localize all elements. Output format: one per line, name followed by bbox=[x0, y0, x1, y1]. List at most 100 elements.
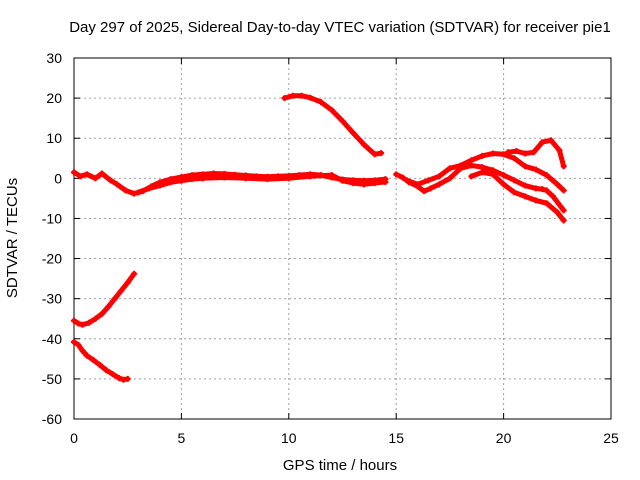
data-point bbox=[103, 367, 110, 374]
data-point bbox=[90, 357, 97, 364]
data-point bbox=[560, 163, 567, 170]
y-tick-label: -30 bbox=[42, 291, 62, 307]
data-point bbox=[178, 177, 185, 184]
data-point bbox=[543, 187, 550, 194]
data-point bbox=[242, 175, 249, 182]
data-point bbox=[86, 319, 93, 326]
y-tick-labels: -60 -50 -40 -30 -20 -10 0 10 20 30 bbox=[42, 50, 62, 427]
data-point bbox=[399, 174, 406, 181]
x-axis-label: GPS time / hours bbox=[283, 457, 397, 474]
data-point bbox=[146, 185, 153, 192]
data-point bbox=[96, 361, 103, 368]
data-point bbox=[446, 165, 453, 172]
data-point bbox=[446, 175, 453, 182]
data-point bbox=[328, 107, 335, 114]
data-point bbox=[547, 137, 554, 144]
y-tick-label: 10 bbox=[46, 130, 62, 146]
data-point bbox=[307, 173, 314, 180]
data-point bbox=[122, 187, 129, 194]
data-point bbox=[124, 375, 131, 382]
data-point bbox=[318, 99, 325, 106]
data-point bbox=[199, 175, 206, 182]
data-point bbox=[532, 197, 539, 204]
data-point bbox=[156, 182, 163, 189]
data-point bbox=[539, 139, 546, 146]
x-tick-label: 25 bbox=[603, 430, 619, 446]
data-point bbox=[511, 189, 518, 196]
data-point bbox=[421, 188, 428, 195]
data-point bbox=[414, 181, 421, 188]
data-point bbox=[83, 352, 90, 359]
y-tick-label: 0 bbox=[54, 170, 62, 186]
data-point bbox=[350, 180, 357, 187]
data-point bbox=[479, 152, 486, 159]
data-point bbox=[264, 176, 271, 183]
data-point bbox=[281, 95, 288, 102]
data-point bbox=[554, 181, 561, 188]
data-point bbox=[543, 172, 550, 179]
data-point bbox=[457, 162, 464, 169]
data-point bbox=[83, 171, 90, 178]
data-point bbox=[75, 341, 82, 348]
x-tick-label: 20 bbox=[496, 430, 512, 446]
data-point bbox=[530, 149, 537, 156]
data-point bbox=[522, 193, 529, 200]
data-point bbox=[285, 175, 292, 182]
data-point bbox=[339, 117, 346, 124]
data-point bbox=[116, 375, 123, 382]
y-axis-label: SDTVAR / TECUs bbox=[4, 178, 21, 298]
data-point bbox=[532, 166, 539, 173]
data-point bbox=[71, 317, 77, 324]
data-point bbox=[468, 173, 475, 180]
data-point bbox=[307, 94, 314, 101]
data-point bbox=[393, 171, 400, 178]
data-point bbox=[489, 150, 496, 157]
data-point bbox=[189, 176, 196, 183]
series-lower-fall bbox=[71, 339, 131, 383]
data-point bbox=[436, 173, 443, 180]
data-point bbox=[124, 279, 131, 286]
y-tick-label: -50 bbox=[42, 371, 62, 387]
data-point bbox=[71, 338, 77, 345]
data-point bbox=[513, 148, 520, 155]
x-tick-label: 0 bbox=[70, 430, 78, 446]
data-point bbox=[522, 182, 529, 189]
y-tick-label: -60 bbox=[42, 411, 62, 427]
data-point bbox=[339, 177, 346, 184]
data-point bbox=[135, 189, 142, 196]
data-point bbox=[539, 186, 546, 193]
data-point bbox=[360, 141, 367, 148]
data-point bbox=[436, 181, 443, 188]
data-point bbox=[468, 162, 475, 169]
data-point bbox=[350, 130, 357, 137]
data-point bbox=[500, 151, 507, 158]
y-tick-label: -20 bbox=[42, 251, 62, 267]
data-point bbox=[511, 155, 518, 162]
data-point bbox=[550, 193, 557, 200]
data-point bbox=[79, 321, 86, 328]
data-point bbox=[290, 92, 297, 99]
data-point bbox=[371, 180, 378, 187]
data-point bbox=[382, 178, 389, 185]
data-point bbox=[71, 169, 77, 176]
data-point bbox=[522, 163, 529, 170]
data-point bbox=[500, 172, 507, 179]
data-point bbox=[92, 315, 99, 322]
y-tick-label: 30 bbox=[46, 50, 62, 66]
data-point bbox=[522, 150, 529, 157]
data-point bbox=[105, 303, 112, 310]
data-point bbox=[489, 171, 496, 178]
data-point bbox=[111, 295, 118, 302]
data-point bbox=[131, 190, 138, 197]
data-point bbox=[504, 149, 511, 156]
data-point bbox=[371, 151, 378, 158]
data-point bbox=[98, 310, 105, 317]
data-series bbox=[71, 92, 567, 383]
data-point bbox=[113, 181, 120, 188]
series-late-band-b bbox=[404, 151, 567, 193]
data-point bbox=[107, 177, 114, 184]
data-point bbox=[131, 270, 138, 277]
series-late-band-c bbox=[468, 169, 567, 223]
data-point bbox=[92, 175, 99, 182]
